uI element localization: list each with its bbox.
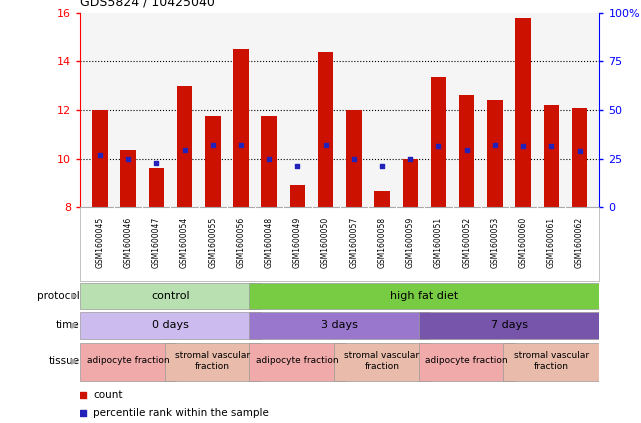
Point (123, 155, 133, 162)
Bar (249, 312, 430, 339)
Text: stromal vascular
fraction: stromal vascular fraction (175, 351, 251, 371)
Point (179, 147, 190, 154)
Text: GSM1600060: GSM1600060 (519, 217, 528, 269)
Text: GSM1600045: GSM1600045 (96, 217, 104, 269)
Bar (80, 283, 261, 310)
Point (574, 148, 585, 155)
Text: high fat diet: high fat diet (390, 291, 458, 300)
Bar (318, 52, 333, 207)
Bar (346, 110, 362, 207)
Text: GSM1600055: GSM1600055 (208, 217, 217, 269)
Point (320, 142, 331, 148)
Text: control: control (151, 291, 190, 300)
Text: 3 days: 3 days (321, 320, 358, 330)
Point (95, 151, 105, 158)
Point (78, 392, 88, 398)
Bar (80, 343, 176, 381)
Bar (177, 85, 192, 207)
Text: 7 days: 7 days (490, 320, 528, 330)
Point (292, 162, 303, 169)
Text: GSM1600054: GSM1600054 (180, 217, 189, 269)
Text: 0 days: 0 days (152, 320, 189, 330)
Text: adipocyte fraction: adipocyte fraction (426, 356, 508, 365)
Bar (149, 168, 164, 207)
Bar (459, 96, 474, 207)
Point (377, 162, 387, 169)
Bar (374, 192, 390, 207)
Bar (121, 150, 136, 207)
Text: adipocyte fraction: adipocyte fraction (256, 356, 338, 365)
Text: GSM1600057: GSM1600057 (349, 217, 358, 269)
Text: GSM1600062: GSM1600062 (575, 217, 584, 268)
Bar (249, 343, 345, 381)
Text: GSM1600050: GSM1600050 (321, 217, 330, 269)
Text: protocol: protocol (37, 291, 79, 300)
Text: GSM1600048: GSM1600048 (265, 217, 274, 268)
Text: GSM1600046: GSM1600046 (124, 217, 133, 269)
Bar (165, 343, 261, 381)
Point (462, 147, 472, 154)
Bar (419, 312, 599, 339)
Bar (290, 185, 305, 207)
Bar (419, 343, 515, 381)
Bar (503, 343, 599, 381)
Bar (262, 116, 277, 207)
Point (546, 143, 556, 150)
Point (405, 155, 415, 162)
Text: time: time (56, 320, 79, 330)
Bar (572, 107, 587, 207)
Point (264, 155, 274, 162)
Text: GSM1600061: GSM1600061 (547, 217, 556, 268)
Bar (334, 343, 430, 381)
Point (208, 142, 218, 148)
Text: GSM1600047: GSM1600047 (152, 217, 161, 269)
Text: GSM1600052: GSM1600052 (462, 217, 471, 268)
Point (236, 142, 246, 148)
Text: count: count (93, 390, 122, 400)
Text: GSM1600058: GSM1600058 (378, 217, 387, 268)
Point (433, 143, 444, 150)
Bar (80, 312, 261, 339)
Bar (544, 105, 559, 207)
Text: percentile rank within the sample: percentile rank within the sample (93, 408, 269, 418)
Text: GSM1600053: GSM1600053 (490, 217, 499, 269)
Bar (249, 283, 599, 310)
Point (151, 160, 162, 167)
Text: GSM1600051: GSM1600051 (434, 217, 443, 268)
Text: adipocyte fraction: adipocyte fraction (87, 356, 169, 365)
Point (349, 155, 359, 162)
Bar (487, 100, 503, 207)
Point (78, 409, 88, 416)
Point (518, 143, 528, 150)
Bar (515, 18, 531, 207)
Bar (92, 110, 108, 207)
Text: GSM1600049: GSM1600049 (293, 217, 302, 269)
Text: tissue: tissue (49, 356, 79, 366)
Bar (431, 77, 446, 207)
Text: GSM1600059: GSM1600059 (406, 217, 415, 269)
Bar (403, 159, 418, 207)
Text: stromal vascular
fraction: stromal vascular fraction (514, 351, 589, 371)
Text: GSM1600056: GSM1600056 (237, 217, 246, 269)
Bar (205, 116, 221, 207)
Text: GDS5824 / 10425040: GDS5824 / 10425040 (80, 0, 215, 8)
Point (490, 142, 500, 148)
Bar (233, 49, 249, 207)
Text: stromal vascular
fraction: stromal vascular fraction (344, 351, 420, 371)
